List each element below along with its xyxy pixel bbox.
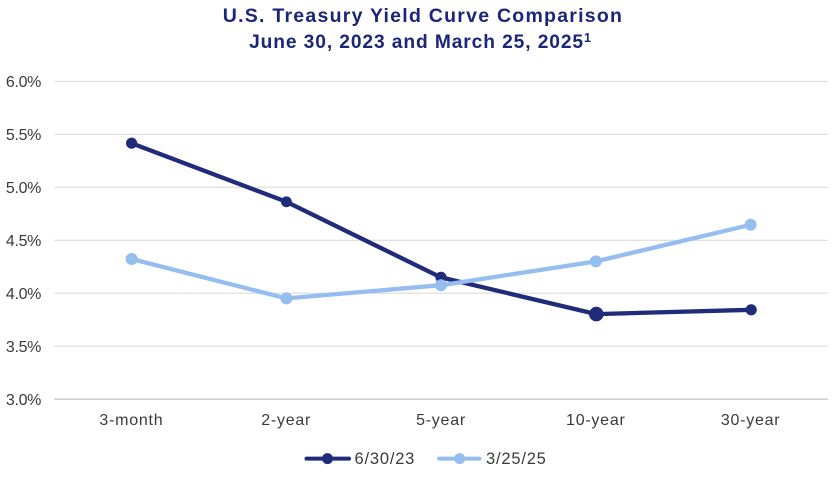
svg-text:June 30, 2023 and March 25, 20: June 30, 2023 and March 25, 20251 <box>249 31 591 53</box>
svg-text:6.0%: 6.0% <box>6 74 41 91</box>
svg-text:5.0%: 5.0% <box>6 180 41 197</box>
svg-text:6/30/23: 6/30/23 <box>355 450 416 468</box>
svg-text:3.0%: 3.0% <box>6 392 41 409</box>
svg-text:4.0%: 4.0% <box>6 286 41 303</box>
svg-text:4.5%: 4.5% <box>6 233 41 250</box>
svg-text:3/25/25: 3/25/25 <box>486 450 547 468</box>
svg-text:5.5%: 5.5% <box>6 127 41 144</box>
svg-text:2-year: 2-year <box>261 412 311 429</box>
svg-text:5-year: 5-year <box>416 412 466 429</box>
svg-text:3-month: 3-month <box>99 412 163 429</box>
svg-text:30-year: 30-year <box>721 412 781 429</box>
svg-text:3.5%: 3.5% <box>6 339 41 356</box>
svg-text:10-year: 10-year <box>566 412 626 429</box>
svg-text:U.S. Treasury Yield Curve Comp: U.S. Treasury Yield Curve Comparison <box>223 5 623 27</box>
